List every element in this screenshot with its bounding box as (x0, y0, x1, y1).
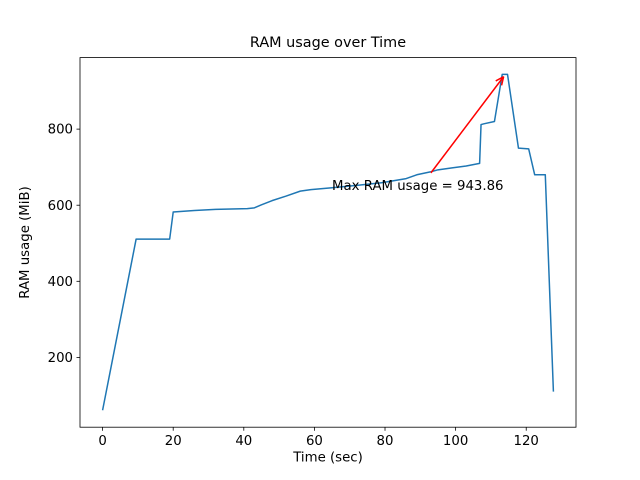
max-annotation-text: Max RAM usage = 943.86 (332, 179, 503, 194)
y-tick-label: 200 (48, 351, 73, 366)
x-tick-label: 40 (235, 434, 252, 449)
x-tick-label: 60 (306, 434, 323, 449)
arrow-shaft (430, 76, 505, 174)
y-tick-label: 600 (48, 199, 73, 214)
plot-area (79, 57, 577, 428)
x-tick-label: 20 (165, 434, 182, 449)
max-annotation-arrow (430, 75, 505, 174)
y-tick-label: 400 (48, 275, 73, 290)
x-axis-ticks: 0 20 40 60 80 100 120 (98, 427, 539, 449)
y-tick-label: 800 (48, 123, 73, 138)
y-axis-ticks: 200 400 600 800 (48, 123, 80, 366)
x-axis-label: Time (sec) (292, 451, 363, 466)
arrow-head (500, 76, 505, 86)
arrow-head (495, 75, 504, 82)
x-tick-label: 0 (98, 434, 106, 449)
chart-title: RAM usage over Time (250, 35, 406, 51)
x-tick-label: 120 (514, 434, 539, 449)
x-tick-label: 100 (443, 434, 468, 449)
y-axis-label: RAM usage (MiB) (18, 186, 33, 299)
x-tick-label: 80 (377, 434, 394, 449)
ram-usage-line (101, 73, 555, 411)
